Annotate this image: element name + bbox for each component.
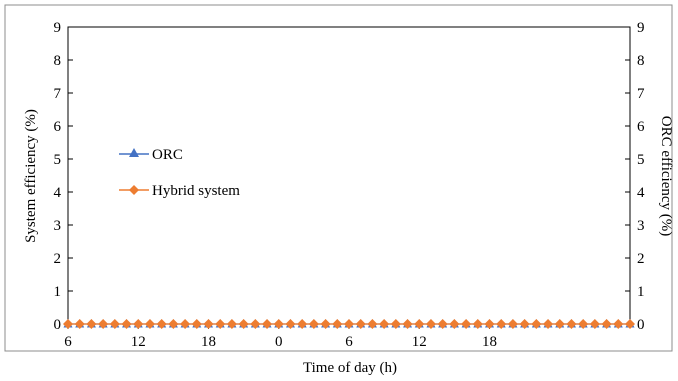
y-axis-label-left: System efficiency (%) — [23, 109, 39, 243]
data-point — [379, 319, 390, 329]
right-tick-label: 4 — [637, 185, 645, 201]
data-point — [425, 319, 436, 329]
data-point — [191, 319, 202, 329]
data-point — [625, 319, 635, 329]
left-tick-label: 5 — [54, 152, 62, 168]
data-point — [168, 319, 179, 329]
right-tick-label: 0 — [637, 317, 645, 333]
left-tick-label: 0 — [54, 317, 62, 333]
legend-item-orc: ORC — [119, 147, 183, 163]
data-point — [344, 319, 354, 329]
data-point — [519, 319, 530, 329]
chart-outer-border — [4, 4, 673, 352]
data-point — [402, 319, 413, 329]
data-point — [63, 319, 73, 329]
left-tick-label: 1 — [54, 284, 62, 300]
data-point — [86, 319, 97, 329]
x-tick-label: 12 — [412, 334, 427, 350]
data-point — [601, 319, 612, 329]
data-point — [543, 319, 554, 329]
series-layer — [63, 319, 635, 329]
data-point — [250, 319, 261, 329]
left-tick-label: 8 — [54, 53, 62, 69]
data-point — [133, 319, 144, 329]
left-tick-label: 2 — [54, 251, 62, 267]
legend-orc-label: ORC — [152, 147, 183, 163]
data-point — [109, 319, 120, 329]
data-point — [273, 319, 284, 329]
x-axis-label: Time of day (h) — [303, 360, 397, 376]
legend-hybrid-label: Hybrid system — [152, 183, 240, 199]
right-tick-label: 9 — [637, 20, 645, 36]
left-tick-label: 4 — [54, 185, 62, 201]
data-point — [121, 319, 132, 329]
right-tick-label: 2 — [637, 251, 645, 267]
data-point — [74, 319, 85, 329]
left-tick-label: 9 — [54, 20, 62, 36]
right-axis-ticks: 0 1 2 3 4 5 6 7 8 9 — [625, 20, 645, 333]
legend: ORC Hybrid system — [119, 147, 240, 199]
data-point — [449, 319, 460, 329]
data-point — [226, 319, 237, 329]
x-tick-label: 12 — [131, 334, 146, 350]
data-point — [308, 319, 319, 329]
y-axis-label-right: ORC efficiency (%) — [658, 116, 674, 237]
data-point — [613, 319, 624, 329]
right-tick-label: 6 — [637, 119, 645, 135]
data-point — [144, 319, 155, 329]
right-tick-label: 3 — [637, 218, 645, 234]
data-point — [98, 319, 109, 329]
data-point — [285, 319, 296, 329]
data-point — [578, 319, 589, 329]
left-tick-label: 7 — [54, 86, 62, 102]
data-point — [507, 319, 518, 329]
data-point — [203, 319, 214, 329]
legend-item-hybrid: Hybrid system — [119, 183, 240, 199]
x-tick-label: 6 — [64, 334, 72, 350]
data-point — [215, 319, 226, 329]
data-point — [484, 319, 495, 329]
x-tick-label: 0 — [275, 334, 283, 350]
data-point — [414, 319, 425, 329]
data-point — [554, 319, 565, 329]
data-point — [496, 319, 507, 329]
data-point — [566, 319, 577, 329]
data-point — [297, 319, 308, 329]
legend-orc-marker — [129, 148, 139, 157]
data-point — [355, 319, 366, 329]
data-point — [332, 319, 343, 329]
data-point — [238, 319, 249, 329]
x-tick-label: 18 — [201, 334, 216, 350]
data-point — [156, 319, 167, 329]
data-point — [461, 319, 472, 329]
data-point — [367, 319, 378, 329]
left-axis-ticks: 0 1 2 3 4 5 6 7 8 9 — [54, 20, 73, 333]
series-hybrid-system — [63, 319, 635, 329]
data-point — [472, 319, 483, 329]
data-point — [531, 319, 542, 329]
data-point — [437, 319, 448, 329]
data-point — [589, 319, 600, 329]
data-point — [390, 319, 401, 329]
right-tick-label: 1 — [637, 284, 645, 300]
data-point — [262, 319, 273, 329]
x-tick-label: 18 — [482, 334, 497, 350]
data-point — [320, 319, 331, 329]
right-tick-label: 5 — [637, 152, 645, 168]
left-tick-label: 3 — [54, 218, 62, 234]
right-tick-label: 8 — [637, 53, 645, 69]
x-tick-label: 6 — [345, 334, 353, 350]
legend-hybrid-marker — [129, 185, 139, 195]
right-tick-label: 7 — [637, 86, 645, 102]
left-tick-label: 6 — [54, 119, 62, 135]
data-point — [180, 319, 191, 329]
